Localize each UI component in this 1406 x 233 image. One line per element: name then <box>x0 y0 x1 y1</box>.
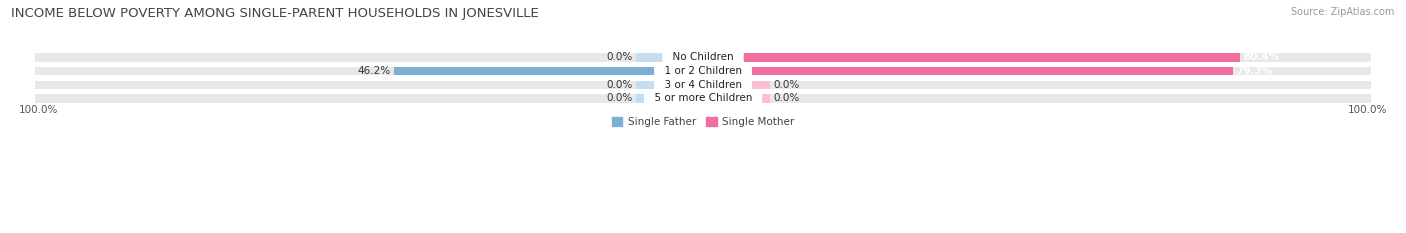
Bar <box>703 94 770 103</box>
Text: No Children: No Children <box>666 52 740 62</box>
Text: Source: ZipAtlas.com: Source: ZipAtlas.com <box>1291 7 1395 17</box>
Bar <box>35 67 703 75</box>
Bar <box>703 81 770 89</box>
Bar <box>703 67 1233 75</box>
Text: INCOME BELOW POVERTY AMONG SINGLE-PARENT HOUSEHOLDS IN JONESVILLE: INCOME BELOW POVERTY AMONG SINGLE-PARENT… <box>11 7 538 20</box>
Text: 3 or 4 Children: 3 or 4 Children <box>658 80 748 90</box>
Text: 0.0%: 0.0% <box>606 52 633 62</box>
Text: 80.4%: 80.4% <box>1243 52 1279 62</box>
Text: 46.2%: 46.2% <box>359 66 391 76</box>
Bar <box>636 94 703 103</box>
Legend: Single Father, Single Mother: Single Father, Single Mother <box>607 113 799 131</box>
Bar <box>703 81 1371 89</box>
Bar <box>395 67 703 75</box>
Bar <box>703 53 1371 62</box>
Text: 100.0%: 100.0% <box>1348 105 1388 115</box>
Text: 0.0%: 0.0% <box>606 80 633 90</box>
Text: 0.0%: 0.0% <box>773 80 800 90</box>
Text: 0.0%: 0.0% <box>606 93 633 103</box>
Bar <box>703 94 1371 103</box>
Text: 79.3%: 79.3% <box>1236 66 1272 76</box>
Text: 5 or more Children: 5 or more Children <box>648 93 758 103</box>
Text: 1 or 2 Children: 1 or 2 Children <box>658 66 748 76</box>
Bar <box>703 53 1240 62</box>
Bar <box>35 53 703 62</box>
Text: 0.0%: 0.0% <box>773 93 800 103</box>
Bar <box>35 94 703 103</box>
Bar <box>35 81 703 89</box>
Bar <box>636 81 703 89</box>
Bar <box>636 53 703 62</box>
Bar <box>703 67 1371 75</box>
Text: 100.0%: 100.0% <box>18 105 58 115</box>
